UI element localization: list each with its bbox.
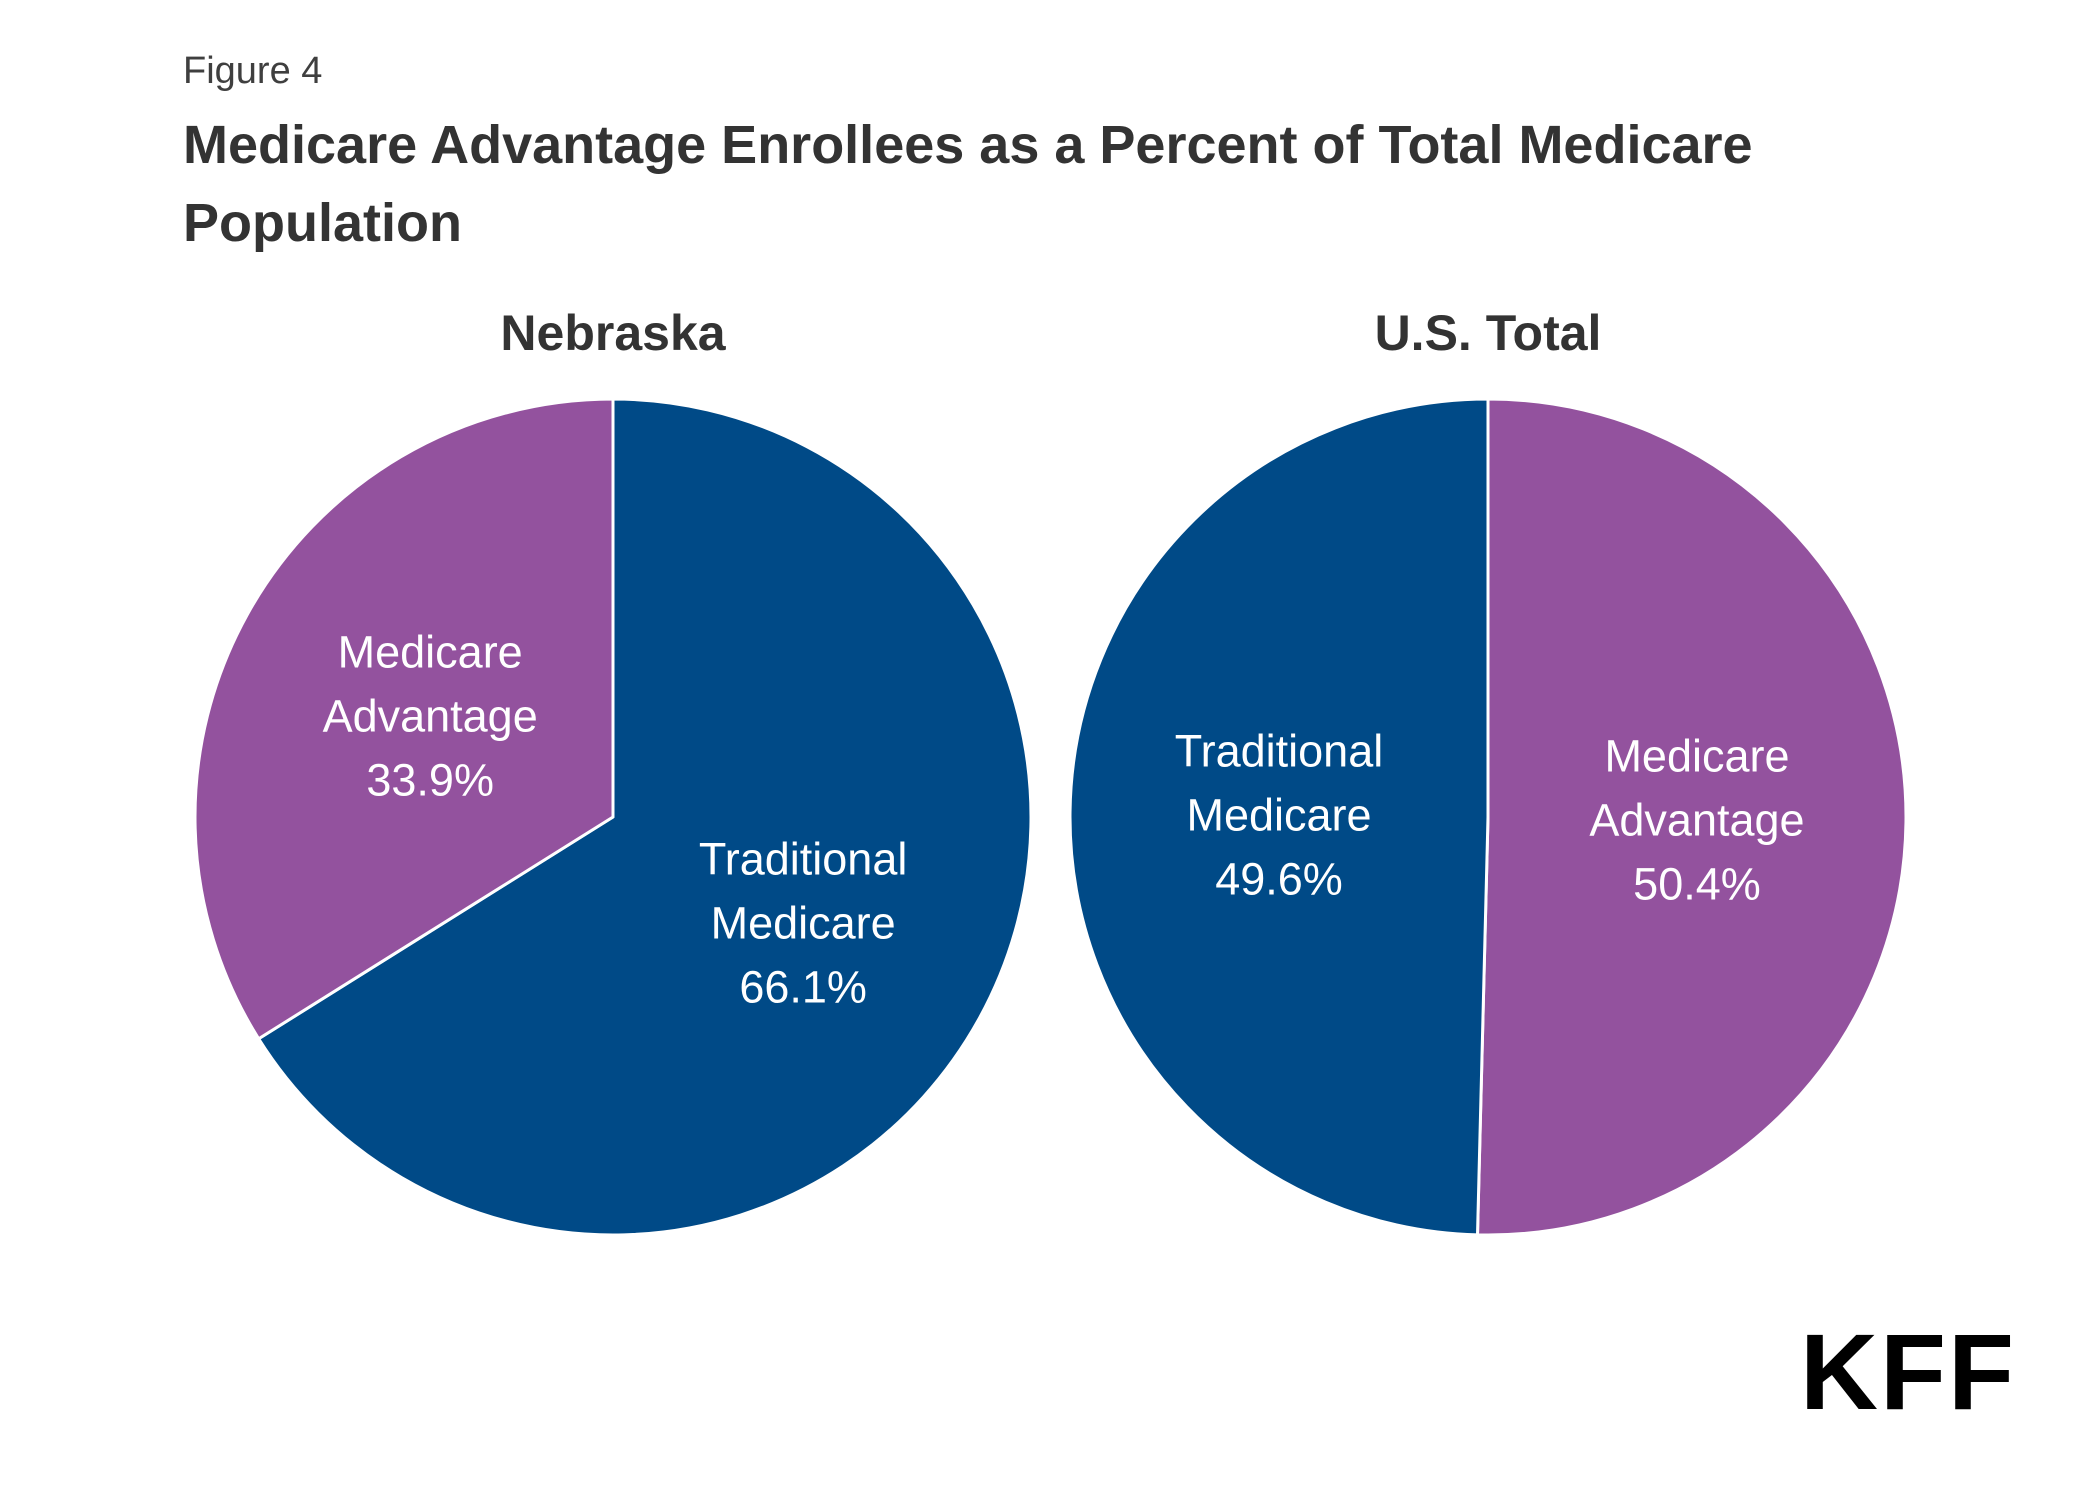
slice-category-label: Traditional: [699, 833, 907, 884]
slice-category-label: Advantage: [1589, 795, 1804, 846]
slice-category-label: Medicare: [1604, 731, 1789, 782]
pie-title-us-total: U.S. Total: [1375, 305, 1602, 361]
pie-slice-traditional-medicare: [1068, 397, 1490, 1237]
pie-title-nebraska: Nebraska: [500, 305, 726, 361]
pie-chart-us-total: U.S. Total Medicare Advantage 50.4% Traditi…: [1068, 305, 1908, 1237]
slice-value-label: 50.4%: [1633, 859, 1761, 910]
slice-value-label: 49.6%: [1215, 853, 1343, 904]
slice-category-label: Medicare: [338, 627, 523, 678]
slice-value-label: 66.1%: [739, 961, 867, 1012]
pie-slice-medicare-advantage: [193, 397, 615, 1041]
figure-title: Medicare Advantage Enrollees as a Percen…: [183, 115, 1753, 253]
slice-label-traditional-medicare: Traditional Medicare 49.6%: [1175, 725, 1383, 904]
slice-category-label: Advantage: [323, 691, 538, 742]
slice-label-traditional-medicare: Traditional Medicare 66.1%: [699, 833, 907, 1012]
pie-slice-medicare-advantage: [1476, 397, 1908, 1237]
slice-label-medicare-advantage: Medicare Advantage 50.4%: [1589, 731, 1804, 910]
figure-label: Figure 4: [183, 50, 323, 92]
slice-value-label: 33.9%: [366, 755, 494, 806]
slice-category-label: Medicare: [1186, 789, 1371, 840]
pie-chart-nebraska: Nebraska Traditional Medicare 66.1% Medicar…: [193, 305, 1033, 1237]
slice-category-label: Traditional: [1175, 725, 1383, 776]
slice-label-medicare-advantage: Medicare Advantage 33.9%: [323, 627, 538, 806]
kff-logo: KFF: [1800, 1311, 2016, 1432]
slice-category-label: Medicare: [711, 897, 896, 948]
pie-slice-traditional-medicare: [257, 397, 1033, 1237]
